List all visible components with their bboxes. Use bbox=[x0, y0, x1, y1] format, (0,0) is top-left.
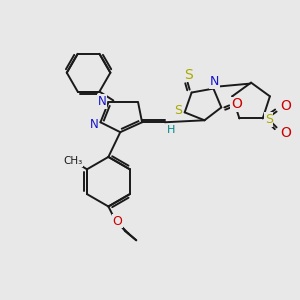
Text: CH₃: CH₃ bbox=[63, 156, 83, 167]
Text: H: H bbox=[167, 125, 175, 135]
Text: N: N bbox=[90, 118, 99, 131]
Text: S: S bbox=[265, 113, 273, 126]
Text: O: O bbox=[280, 126, 291, 140]
Text: O: O bbox=[280, 99, 291, 112]
Text: N: N bbox=[210, 75, 219, 88]
Text: O: O bbox=[231, 98, 242, 111]
Text: S: S bbox=[174, 104, 182, 117]
Text: S: S bbox=[184, 68, 193, 82]
Text: O: O bbox=[112, 215, 122, 228]
Text: N: N bbox=[98, 95, 107, 108]
